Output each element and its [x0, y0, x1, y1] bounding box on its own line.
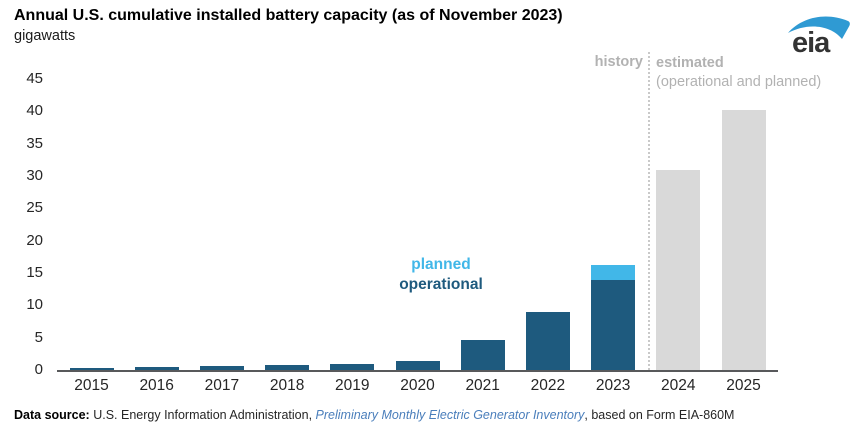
- y-tick-label-10: 10: [26, 296, 43, 314]
- bar-2016-operational: [134, 367, 179, 370]
- inline-legend: planned operational: [341, 255, 541, 294]
- bar-2022-operational: [525, 312, 570, 370]
- eia-logo: eia: [786, 10, 854, 58]
- x-tick-label-2021: 2021: [465, 377, 500, 394]
- x-tick-label-2023: 2023: [595, 377, 631, 394]
- bar-2017-operational: [199, 366, 244, 370]
- y-tick-label-0: 0: [34, 361, 43, 378]
- history-estimate-divider: [648, 52, 650, 370]
- estimated-annotation-line2: (operational and planned): [656, 74, 822, 90]
- data-source-footer: Data source: U.S. Energy Information Adm…: [14, 408, 854, 422]
- data-source-link[interactable]: Preliminary Monthly Electric Generator I…: [315, 408, 585, 422]
- y-tick-label-45: 45: [26, 70, 43, 87]
- y-tick-label-35: 35: [26, 134, 43, 152]
- bar-2015-operational: [69, 368, 114, 370]
- y-tick-label-40: 40: [26, 102, 43, 120]
- bar-2021-operational: [460, 339, 505, 370]
- bar-2025-estimated: [721, 110, 766, 370]
- x-tick-label-2019: 2019: [335, 377, 370, 394]
- bar-2023-operational: [591, 280, 636, 370]
- legend-planned-label: planned: [411, 256, 471, 273]
- y-tick-label-20: 20: [26, 231, 43, 249]
- y-tick-label-25: 25: [26, 199, 43, 217]
- x-tick-label-2018: 2018: [269, 377, 305, 394]
- x-tick-label-2020: 2020: [400, 377, 435, 394]
- x-tick-label-2015: 2015: [74, 377, 109, 394]
- x-tick-label-2022: 2022: [530, 377, 566, 394]
- bar-2020-operational: [395, 360, 440, 370]
- y-tick-label-30: 30: [26, 167, 43, 184]
- chart-title: Annual U.S. cumulative installed battery…: [14, 7, 563, 24]
- data-source-prefix: Data source:: [14, 408, 94, 422]
- history-annotation: history: [594, 54, 643, 70]
- estimated-annotation: estimated (operational and planned): [656, 54, 856, 92]
- x-tick-label-2025: 2025: [726, 377, 761, 394]
- x-axis-line: [57, 370, 778, 372]
- x-tick-label-2016: 2016: [139, 377, 174, 394]
- bar-2023-planned: [591, 264, 636, 281]
- eia-logo-text: eia: [792, 27, 831, 58]
- bar-2019-operational: [330, 363, 375, 370]
- y-axis-units-label: gigawatts: [14, 28, 76, 44]
- bar-2024-estimated: [656, 170, 701, 370]
- y-tick-label-15: 15: [26, 264, 43, 281]
- data-source-suffix: , based on Form EIA-860M: [584, 408, 735, 422]
- data-source-org: U.S. Energy Information Administration,: [93, 408, 316, 422]
- eia-logo-swoosh-icon: [788, 16, 850, 39]
- x-tick-label-2024: 2024: [661, 377, 696, 394]
- estimated-annotation-line1: estimated: [656, 55, 724, 71]
- x-tick-label-2017: 2017: [204, 377, 240, 394]
- bar-2018-operational: [265, 365, 310, 370]
- legend-operational-label: operational: [399, 275, 483, 293]
- y-tick-label-5: 5: [34, 328, 43, 346]
